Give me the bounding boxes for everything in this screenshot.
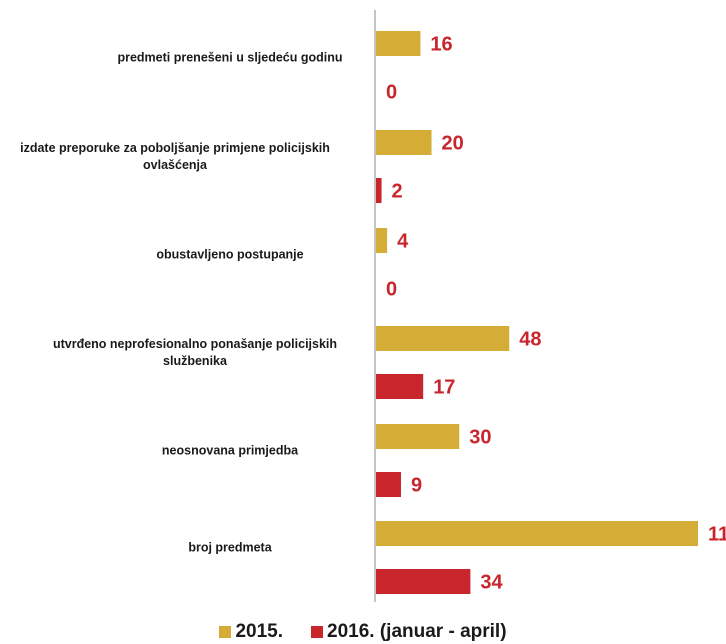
data-label-series-1-4: 30 bbox=[469, 427, 491, 449]
data-label-series-2-3: 17 bbox=[433, 377, 455, 399]
data-label-series-2-5: 34 bbox=[480, 572, 503, 594]
bar-series-2-4 bbox=[376, 472, 401, 497]
data-label-series-1-3: 48 bbox=[519, 329, 541, 351]
data-label-series-1-5: 116 bbox=[708, 524, 726, 546]
bar-series-2-5 bbox=[376, 569, 471, 594]
category-label-1: izdate preporuke za poboljšanje primjene… bbox=[20, 141, 330, 172]
legend: 2015. 2016. (januar - april) bbox=[0, 620, 726, 644]
category-label-4: neosnovana primjedba bbox=[161, 443, 299, 458]
data-label-series-2-4: 9 bbox=[411, 475, 422, 497]
bar-series-2-3 bbox=[376, 374, 424, 399]
category-label-5: broj predmeta bbox=[188, 540, 272, 555]
bar-series-1-2 bbox=[376, 228, 388, 253]
bar-series-2-1 bbox=[376, 178, 382, 203]
legend-swatch-series-2 bbox=[311, 626, 324, 638]
legend-item-series-1: 2015. bbox=[219, 621, 283, 643]
data-label-series-1-1: 20 bbox=[442, 133, 464, 155]
data-label-series-1-0: 16 bbox=[430, 34, 452, 56]
legend-label-series-2: 2016. (januar - april) bbox=[327, 621, 507, 642]
bar-series-1-4 bbox=[376, 424, 460, 449]
category-label-3: utvrđeno neprofesionalno ponašanje polic… bbox=[52, 337, 338, 368]
category-label-0: predmeti prenešeni u sljedeću godinu bbox=[117, 50, 343, 65]
data-label-series-1-2: 4 bbox=[397, 231, 409, 253]
legend-label-series-1: 2015. bbox=[235, 621, 284, 642]
bar-series-1-0 bbox=[376, 31, 421, 56]
legend-swatch-series-1 bbox=[219, 626, 232, 638]
bar-series-1-1 bbox=[376, 130, 432, 155]
data-label-series-2-2: 0 bbox=[386, 279, 397, 301]
legend-item-series-2: 2016. (januar - april) bbox=[311, 621, 507, 643]
bar-series-1-3 bbox=[376, 326, 510, 351]
data-label-series-2-1: 2 bbox=[392, 181, 403, 203]
bar-series-1-5 bbox=[376, 521, 698, 546]
category-label-2: obustavljeno postupanje bbox=[156, 247, 304, 262]
data-label-series-2-0: 0 bbox=[386, 82, 397, 104]
